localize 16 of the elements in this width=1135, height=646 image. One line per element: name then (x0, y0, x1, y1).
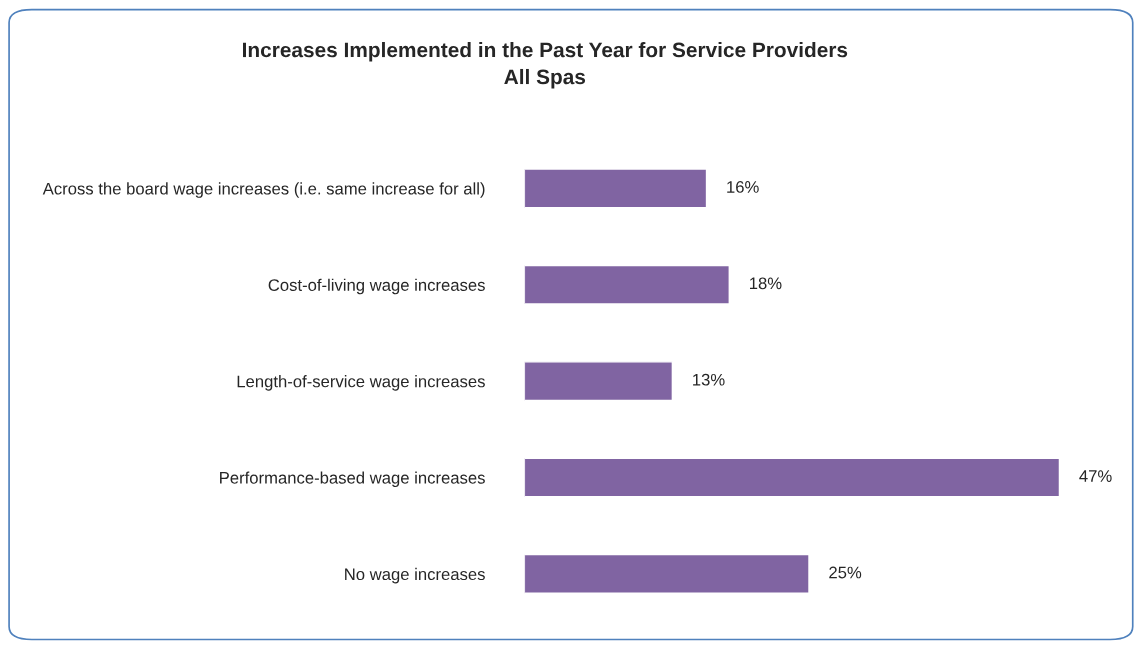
data-label: 47% (1079, 470, 1112, 482)
y-tick-label: Across the board wage increases (i.e. same increase for all) (42, 182, 485, 198)
bar (524, 168, 708, 209)
data-label: 16% (727, 181, 759, 193)
data-label: 25% (829, 566, 862, 579)
bar (524, 361, 674, 402)
chart-title: Increases Implemented in the Past Year for Service Providers All Spas (243, 41, 848, 89)
bar (524, 553, 810, 594)
y-tick-label: Performance-based wage increases (220, 471, 485, 488)
y-tick-label: No wage increases (345, 567, 485, 584)
data-label: 13% (693, 373, 725, 386)
bar (524, 264, 730, 305)
bar (524, 457, 1061, 498)
data-label: 18% (750, 277, 782, 290)
y-tick-label: Length-of-service wage increases (237, 375, 485, 391)
y-tick-label: Cost-of-living wage increases (268, 278, 485, 295)
